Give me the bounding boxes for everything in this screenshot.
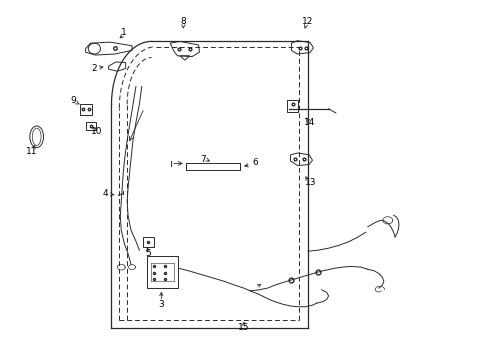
- Text: 2: 2: [91, 64, 97, 73]
- Text: 8: 8: [180, 17, 186, 26]
- Text: 9: 9: [70, 95, 76, 104]
- Text: 7: 7: [200, 154, 205, 163]
- Text: 15: 15: [237, 323, 249, 332]
- Text: 5: 5: [144, 249, 150, 258]
- Text: 1: 1: [121, 28, 126, 37]
- Text: 3: 3: [158, 300, 164, 309]
- Text: 13: 13: [305, 178, 316, 187]
- Text: 14: 14: [304, 118, 315, 127]
- Text: 10: 10: [91, 126, 102, 135]
- Text: 6: 6: [252, 158, 258, 167]
- Text: 11: 11: [26, 147, 38, 156]
- Text: 12: 12: [302, 17, 313, 26]
- Text: 4: 4: [102, 189, 108, 198]
